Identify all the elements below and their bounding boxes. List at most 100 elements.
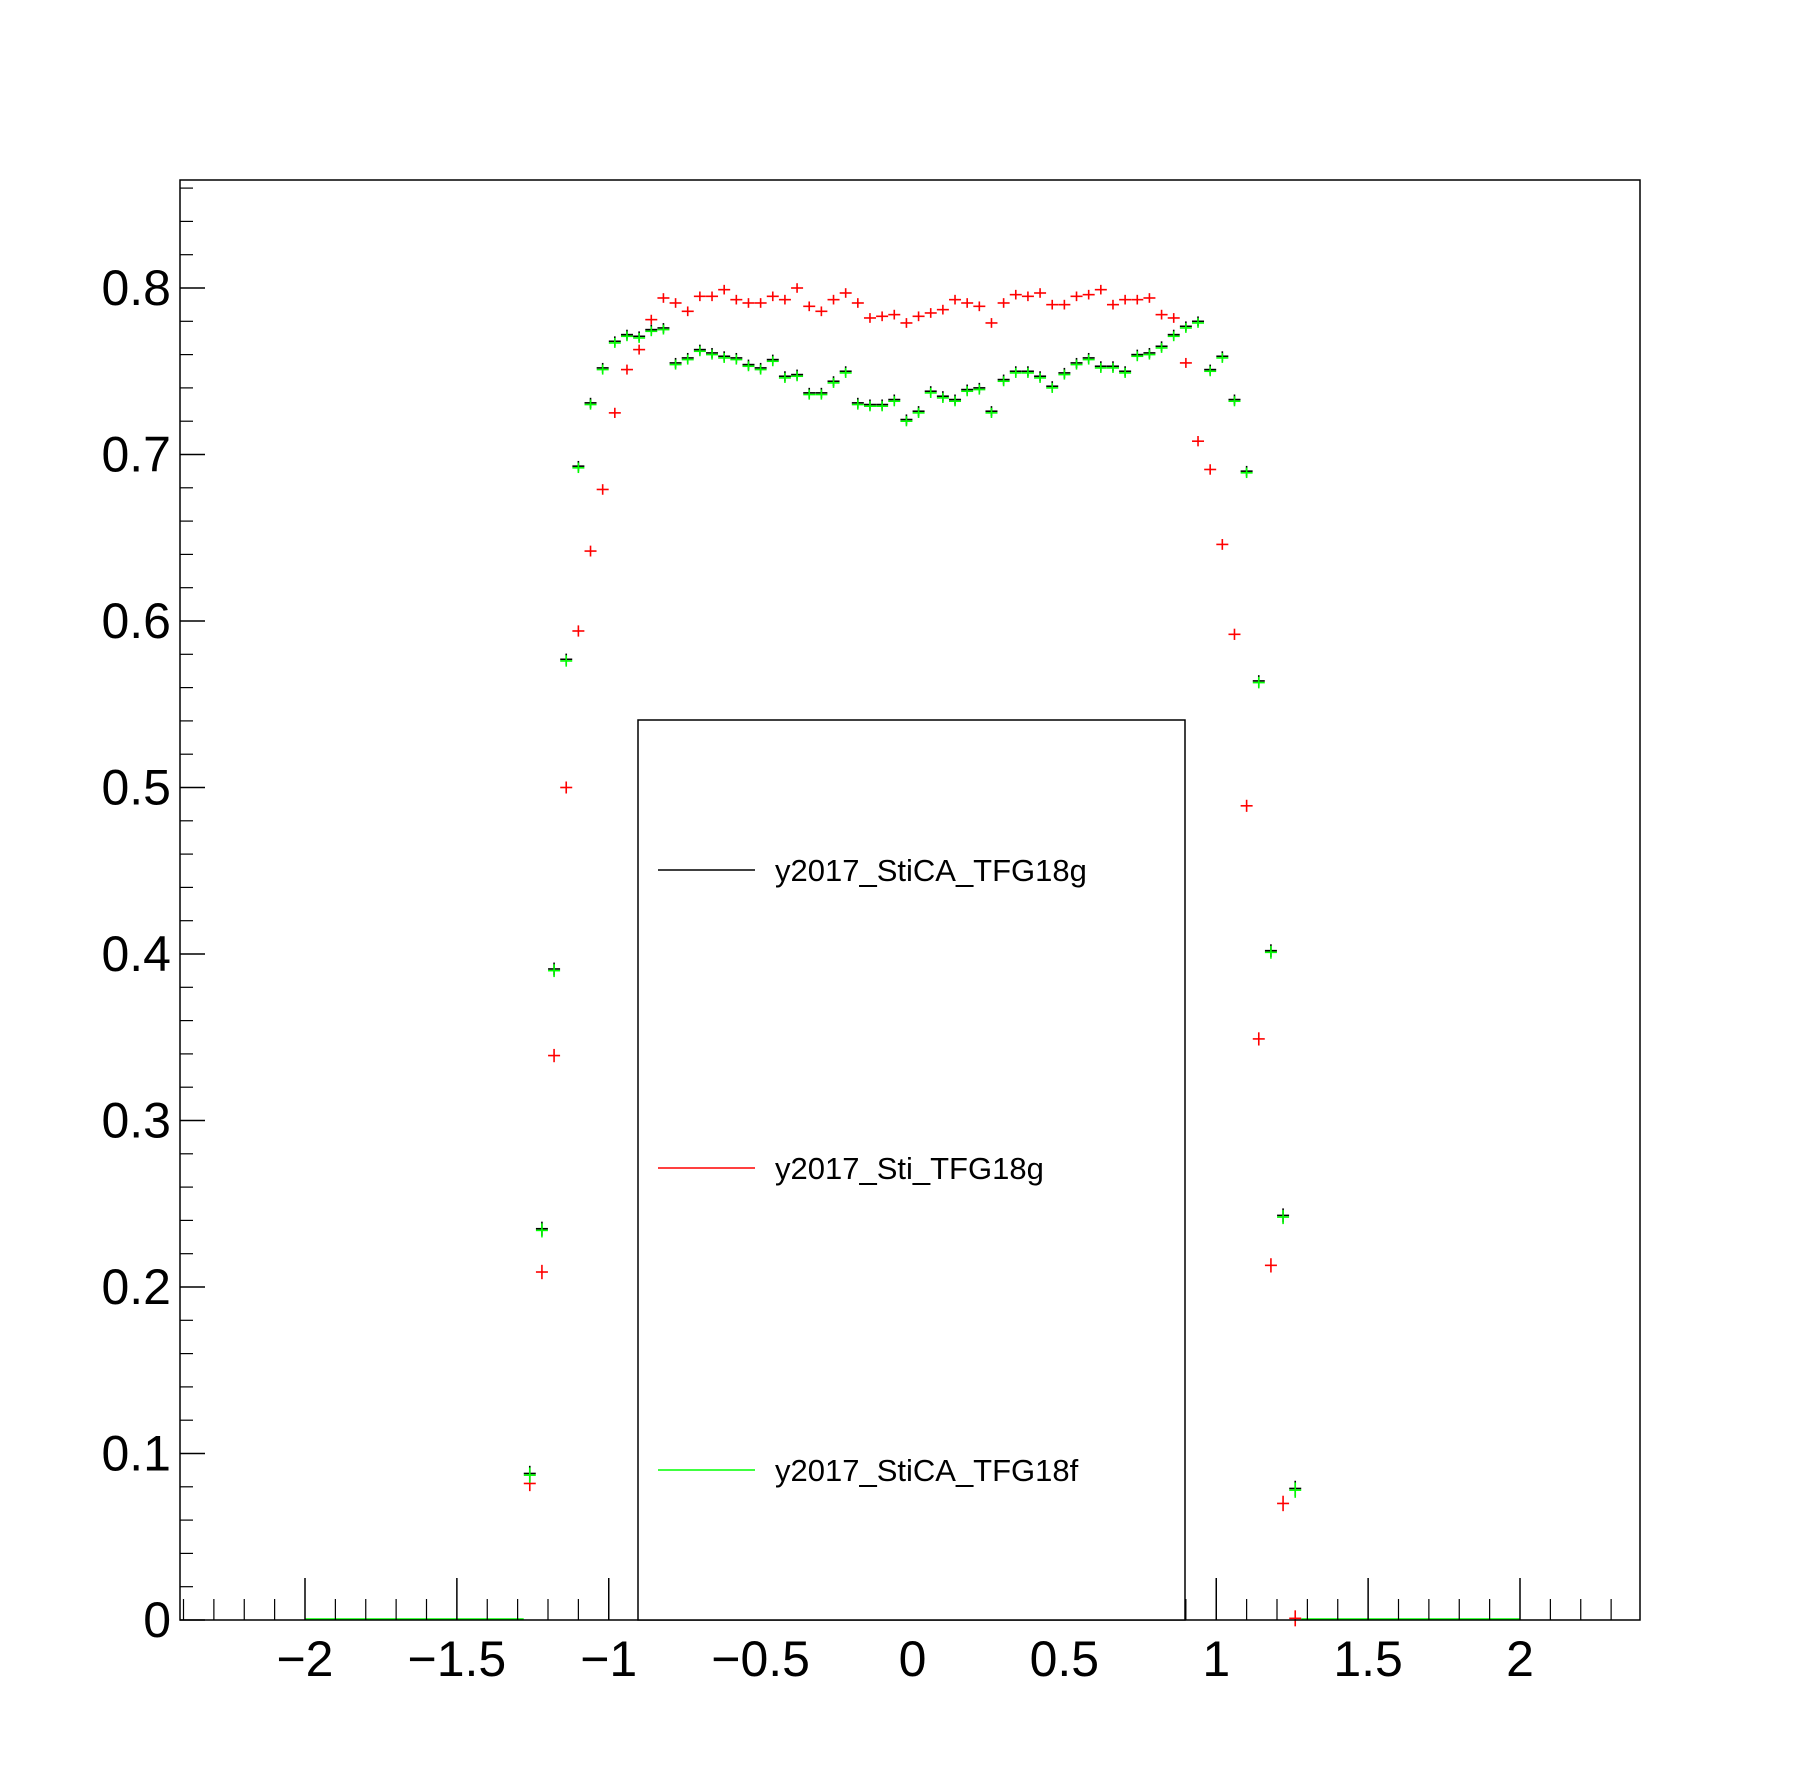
data-point: [791, 283, 804, 293]
data-point: [803, 301, 816, 312]
data-point: [681, 354, 694, 365]
legend-entry: y2017_StiCA_TFG18g: [658, 853, 1087, 888]
data-point: [1046, 299, 1059, 310]
data-point: [851, 298, 864, 308]
data-point: [1106, 362, 1119, 373]
data-point: [657, 324, 670, 335]
data-point: [876, 401, 889, 412]
data-point: [973, 384, 986, 395]
data-point: [1289, 1610, 1302, 1627]
data-point: [1021, 367, 1034, 378]
data-point: [645, 326, 658, 337]
data-point: [535, 1264, 548, 1280]
data-point: [1058, 299, 1071, 310]
data-point: [1216, 352, 1229, 363]
data-point: [657, 293, 670, 303]
data-point: [1155, 309, 1168, 320]
x-tick-label: 1.5: [1333, 1631, 1403, 1687]
data-point: [924, 387, 937, 398]
data-point: [706, 349, 719, 360]
data-point: [1143, 293, 1156, 303]
data-point: [572, 625, 585, 637]
data-point: [1228, 396, 1241, 407]
y-tick-label: 0.5: [101, 760, 171, 816]
x-tick-label: −2: [276, 1631, 333, 1687]
data-point: [912, 407, 925, 418]
data-point: [548, 1048, 561, 1063]
data-point: [1119, 367, 1132, 378]
data-point: [596, 484, 609, 495]
data-point: [924, 308, 937, 318]
data-marks: [305, 283, 1520, 1627]
data-point: [827, 294, 840, 305]
data-point: [1106, 299, 1119, 310]
data-point: [693, 346, 706, 357]
data-point: [973, 301, 986, 312]
y-tick-label: 0.8: [101, 260, 171, 316]
data-point: [985, 318, 998, 328]
data-point: [1009, 367, 1022, 378]
data-point: [1070, 359, 1083, 370]
data-point: [1252, 676, 1265, 689]
data-point: [1216, 538, 1229, 550]
data-point: [1264, 1258, 1277, 1273]
data-point: [1021, 291, 1034, 302]
data-point: [523, 1467, 536, 1483]
data-point: [766, 291, 779, 302]
data-point: [900, 318, 913, 328]
data-point: [1082, 289, 1095, 300]
data-point: [1034, 372, 1047, 383]
legend-label: y2017_StiCA_TFG18f: [775, 1453, 1079, 1488]
data-point: [706, 291, 719, 302]
series-y2017_StiCA_TFG18f: [523, 318, 1302, 1498]
y-tick-label: 0.7: [101, 427, 171, 483]
legend-entry: y2017_Sti_TFG18g: [658, 1151, 1044, 1186]
data-point: [1289, 1482, 1302, 1498]
x-tick-label: −0.5: [711, 1631, 810, 1687]
data-point: [572, 462, 585, 474]
legend-label: y2017_StiCA_TFG18g: [775, 853, 1087, 888]
data-point: [754, 298, 767, 308]
data-point: [985, 407, 998, 418]
data-point: [936, 304, 949, 315]
data-point: [1240, 467, 1253, 479]
x-tick-label: 1: [1202, 1631, 1230, 1687]
data-point: [633, 333, 646, 343]
data-point: [778, 372, 791, 383]
data-point: [791, 371, 804, 382]
legend-entry: y2017_StiCA_TFG18f: [658, 1453, 1079, 1488]
y-tick-label: 0.2: [101, 1259, 171, 1315]
x-tick-label: −1.5: [408, 1631, 507, 1687]
data-point: [742, 361, 755, 372]
data-point: [560, 781, 573, 794]
data-point: [560, 655, 573, 667]
data-point: [718, 284, 731, 295]
data-point: [766, 356, 779, 367]
data-point: [730, 354, 743, 365]
data-point: [620, 364, 633, 375]
x-tick-label: 2: [1506, 1631, 1534, 1687]
data-point: [997, 298, 1010, 308]
data-point: [669, 359, 682, 370]
data-point: [1046, 382, 1059, 393]
data-point: [1094, 362, 1107, 373]
data-point: [1204, 464, 1217, 475]
data-point: [863, 401, 876, 412]
data-point: [1277, 1210, 1290, 1225]
data-point: [1192, 436, 1205, 447]
data-point: [693, 291, 706, 302]
data-point: [839, 367, 852, 378]
y-tick-label: 0.6: [101, 593, 171, 649]
data-point: [1167, 313, 1180, 323]
y-tick-label: 0.1: [101, 1426, 171, 1482]
data-point: [1119, 294, 1132, 305]
data-point: [1082, 354, 1095, 365]
data-point: [1131, 294, 1144, 305]
data-point: [778, 294, 791, 305]
data-point: [863, 313, 876, 323]
y-tick-label: 0.3: [101, 1093, 171, 1149]
data-point: [1143, 349, 1156, 360]
x-tick-label: −1: [580, 1631, 637, 1687]
data-point: [742, 298, 755, 308]
data-point: [608, 407, 621, 418]
